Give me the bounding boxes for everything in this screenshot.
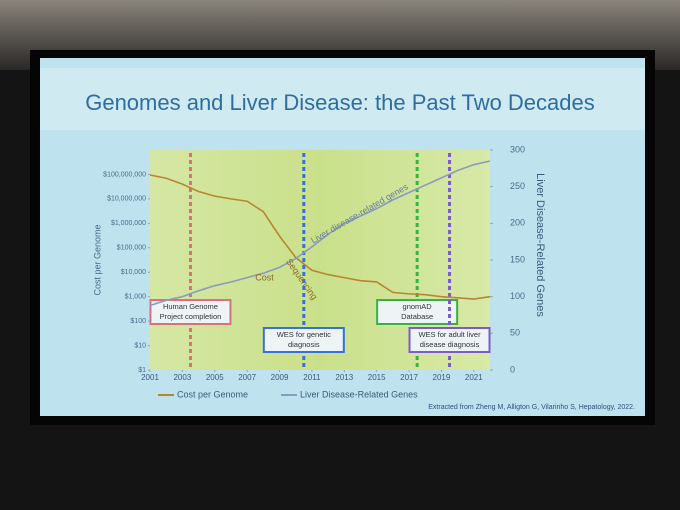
x-tick-label: 2009 — [271, 373, 289, 382]
citation: Extracted from Zheng M, Alligton G, Vila… — [428, 404, 635, 411]
event-label: Database — [401, 312, 433, 321]
slide-title: Genomes and Liver Disease: the Past Two … — [85, 90, 595, 115]
x-tick-label: 2001 — [141, 373, 159, 382]
x-tick-label: 2007 — [238, 373, 256, 382]
y2-tick-label: 150 — [510, 254, 525, 264]
y-tick-label: $10 — [134, 342, 146, 349]
event-label: Project completion — [160, 312, 222, 321]
event-label: WES for adult liver — [418, 330, 481, 339]
event-box — [149, 299, 232, 325]
y-axis-label: Cost per Genome — [92, 224, 102, 295]
event-box — [376, 299, 459, 325]
event-label: disease diagnosis — [420, 340, 480, 349]
y-tick-label: $100 — [130, 318, 146, 325]
y-tick-label: $1,000,000 — [111, 220, 146, 227]
y2-tick-label: 0 — [510, 364, 515, 374]
y2-tick-label: 50 — [510, 328, 520, 338]
legend-label: Liver Disease-Related Genes — [300, 389, 418, 399]
y2-tick-label: 250 — [510, 181, 525, 191]
y-tick-label: $100,000,000 — [103, 171, 146, 178]
y-tick-label: $100,000 — [117, 245, 146, 252]
event-label: gnomAD — [403, 302, 433, 311]
x-tick-label: 2015 — [368, 373, 386, 382]
y-tick-label: $1 — [138, 367, 146, 374]
event-label: diagnosis — [288, 340, 320, 349]
y2-tick-label: 100 — [510, 291, 525, 301]
x-tick-label: 2017 — [400, 373, 418, 382]
event-box — [262, 327, 345, 353]
series-line — [149, 160, 491, 307]
title-band — [40, 68, 645, 130]
event-label: Human Genome — [163, 302, 218, 311]
x-tick-label: 2005 — [206, 373, 224, 382]
y-tick-label: $10,000 — [121, 269, 146, 276]
y-tick-label: $1,000 — [125, 294, 147, 301]
y2-tick-label: 200 — [510, 218, 525, 228]
x-tick-label: 2019 — [433, 373, 451, 382]
y2-tick-label: 300 — [510, 144, 525, 154]
y2-axis-label: Liver Disease-Related Genes — [534, 173, 546, 317]
x-tick-label: 2011 — [303, 373, 321, 382]
y-tick-label: $10,000,000 — [107, 196, 146, 203]
line-label: Cost — [255, 273, 274, 283]
x-tick-label: 2003 — [173, 373, 191, 382]
legend-label: Cost per Genome — [177, 389, 248, 399]
x-tick-label: 2013 — [335, 373, 353, 382]
x-tick-label: 2021 — [465, 373, 483, 382]
series-line — [149, 174, 491, 300]
event-box — [408, 327, 491, 353]
event-label: WES for genetic — [277, 330, 331, 339]
